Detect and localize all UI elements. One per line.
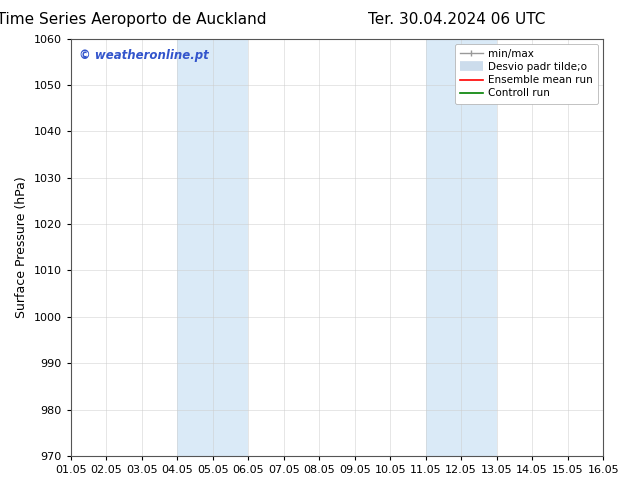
Text: © weatheronline.pt: © weatheronline.pt [79, 49, 209, 62]
Bar [425, 39, 496, 456]
Text: Ter. 30.04.2024 06 UTC: Ter. 30.04.2024 06 UTC [368, 12, 545, 27]
Legend: min/max, Desvio padr tilde;o, Ensemble mean run, Controll run: min/max, Desvio padr tilde;o, Ensemble m… [455, 44, 598, 103]
Bar [178, 39, 248, 456]
Text: ENS Time Series Aeroporto de Auckland: ENS Time Series Aeroporto de Auckland [0, 12, 266, 27]
Y-axis label: Surface Pressure (hPa): Surface Pressure (hPa) [15, 176, 28, 318]
